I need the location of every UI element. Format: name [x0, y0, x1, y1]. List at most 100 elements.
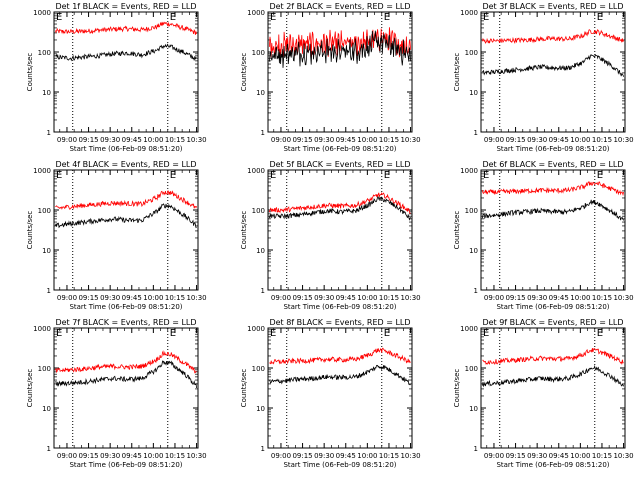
- x-tick-label: 09:00: [484, 136, 504, 144]
- series-line-lld: [269, 192, 411, 214]
- flag-e-label: E: [170, 170, 176, 181]
- x-tick-label: 09:30: [314, 452, 334, 460]
- series-line-lld: [482, 347, 624, 365]
- plot-frame: [267, 169, 413, 291]
- series-line-lld: [482, 29, 624, 44]
- x-tick-label: 10:30: [613, 294, 633, 302]
- plot-frame: [480, 11, 626, 133]
- flag-e-label: E: [270, 170, 276, 181]
- x-tick-label: 09:00: [271, 136, 291, 144]
- x-axis-label: Start Time (06-Feb-09 08:51:20): [283, 303, 396, 311]
- y-axis-label: Counts/sec: [453, 53, 461, 92]
- panel-title: Det 4f BLACK = Events, RED = LLD: [55, 160, 196, 169]
- series-line-lld: [55, 350, 197, 374]
- y-tick-label: 100: [38, 49, 51, 57]
- series-line-events: [269, 364, 411, 386]
- panel-7: Det 7f BLACK = Events, RED = LLD 1 10 100 10…: [26, 318, 207, 469]
- series-line-lld: [482, 181, 624, 197]
- x-tick-label: 09:30: [314, 136, 334, 144]
- flag-e-label: E: [56, 12, 62, 23]
- x-tick-label: 10:00: [357, 452, 377, 460]
- x-tick-label: 10:00: [357, 294, 377, 302]
- x-tick-label: 10:30: [400, 452, 420, 460]
- x-tick-label: 10:00: [570, 294, 590, 302]
- y-axis-label: Counts/sec: [240, 211, 248, 250]
- panel-title: Det 3f BLACK = Events, RED = LLD: [482, 2, 623, 11]
- x-tick-label: 09:15: [505, 452, 525, 460]
- x-tick-label: 09:15: [505, 136, 525, 144]
- series-line-lld: [55, 21, 197, 35]
- panel-title: Det 8f BLACK = Events, RED = LLD: [269, 318, 410, 327]
- x-axis-label: Start Time (06-Feb-09 08:51:20): [283, 461, 396, 469]
- x-tick-label: 09:30: [527, 452, 547, 460]
- series-line-lld: [269, 27, 411, 58]
- x-tick-label: 09:45: [549, 136, 569, 144]
- panel-3: Det 3f BLACK = Events, RED = LLD 1 10 100 10…: [453, 2, 634, 153]
- x-tick-label: 09:45: [336, 294, 356, 302]
- y-tick-label: 10: [469, 247, 478, 255]
- y-tick-label: 1: [261, 129, 265, 137]
- flag-e-label: E: [483, 12, 489, 23]
- x-tick-label: 09:15: [78, 294, 98, 302]
- flag-e-label: E: [56, 170, 62, 181]
- flag-e-label: E: [483, 328, 489, 339]
- y-tick-label: 10: [42, 247, 51, 255]
- y-tick-label: 1000: [33, 167, 51, 175]
- y-tick-label: 1000: [460, 325, 478, 333]
- series-line-events: [482, 53, 624, 77]
- flag-e-label: E: [384, 170, 390, 181]
- panel-title: Det 2f BLACK = Events, RED = LLD: [269, 2, 410, 11]
- panel-title: Det 6f BLACK = Events, RED = LLD: [482, 160, 623, 169]
- y-tick-label: 10: [256, 89, 265, 97]
- x-tick-label: 09:45: [122, 136, 142, 144]
- x-axis-label: Start Time (06-Feb-09 08:51:20): [69, 145, 182, 153]
- plot-frame: [53, 327, 199, 449]
- panel-title: Det 9f BLACK = Events, RED = LLD: [482, 318, 623, 327]
- x-axis-label: Start Time (06-Feb-09 08:51:20): [283, 145, 396, 153]
- y-tick-label: 10: [469, 89, 478, 97]
- y-tick-label: 1000: [460, 167, 478, 175]
- flag-e-label: E: [384, 12, 390, 23]
- series-line-lld: [55, 190, 197, 210]
- y-axis-label: Counts/sec: [26, 369, 34, 408]
- y-tick-label: 1000: [33, 9, 51, 17]
- x-tick-label: 09:15: [292, 294, 312, 302]
- series-line-events: [55, 203, 197, 229]
- x-axis-label: Start Time (06-Feb-09 08:51:20): [69, 303, 182, 311]
- x-tick-label: 10:15: [165, 294, 185, 302]
- x-axis-label: Start Time (06-Feb-09 08:51:20): [496, 461, 609, 469]
- x-tick-label: 10:15: [379, 452, 399, 460]
- series-line-events: [55, 43, 197, 62]
- panel-title: Det 5f BLACK = Events, RED = LLD: [269, 160, 410, 169]
- x-tick-label: 09:30: [527, 136, 547, 144]
- y-tick-label: 1000: [247, 167, 265, 175]
- y-axis-label: Counts/sec: [240, 369, 248, 408]
- x-tick-label: 10:00: [570, 136, 590, 144]
- y-tick-label: 100: [38, 365, 51, 373]
- y-tick-label: 1: [47, 287, 51, 295]
- x-tick-label: 09:45: [122, 452, 142, 460]
- plot-frame: [480, 327, 626, 449]
- y-tick-label: 100: [465, 207, 478, 215]
- x-tick-label: 10:15: [379, 136, 399, 144]
- y-tick-label: 1000: [460, 9, 478, 17]
- y-tick-label: 1: [474, 129, 478, 137]
- panel-title: Det 1f BLACK = Events, RED = LLD: [55, 2, 196, 11]
- plot-frame: [53, 11, 199, 133]
- series-line-events: [269, 30, 411, 68]
- y-tick-label: 1000: [33, 325, 51, 333]
- plot-frame: [267, 327, 413, 449]
- x-tick-label: 09:45: [122, 294, 142, 302]
- flag-e-label: E: [270, 328, 276, 339]
- y-tick-label: 10: [42, 89, 51, 97]
- x-tick-label: 09:00: [57, 136, 77, 144]
- flag-e-label: E: [56, 328, 62, 339]
- panel-5: Det 5f BLACK = Events, RED = LLD 1 10 100 10…: [240, 160, 421, 311]
- y-tick-label: 1: [474, 287, 478, 295]
- x-tick-label: 10:00: [357, 136, 377, 144]
- x-tick-label: 10:00: [570, 452, 590, 460]
- x-tick-label: 09:00: [484, 294, 504, 302]
- x-tick-label: 09:15: [292, 136, 312, 144]
- x-tick-label: 09:45: [549, 452, 569, 460]
